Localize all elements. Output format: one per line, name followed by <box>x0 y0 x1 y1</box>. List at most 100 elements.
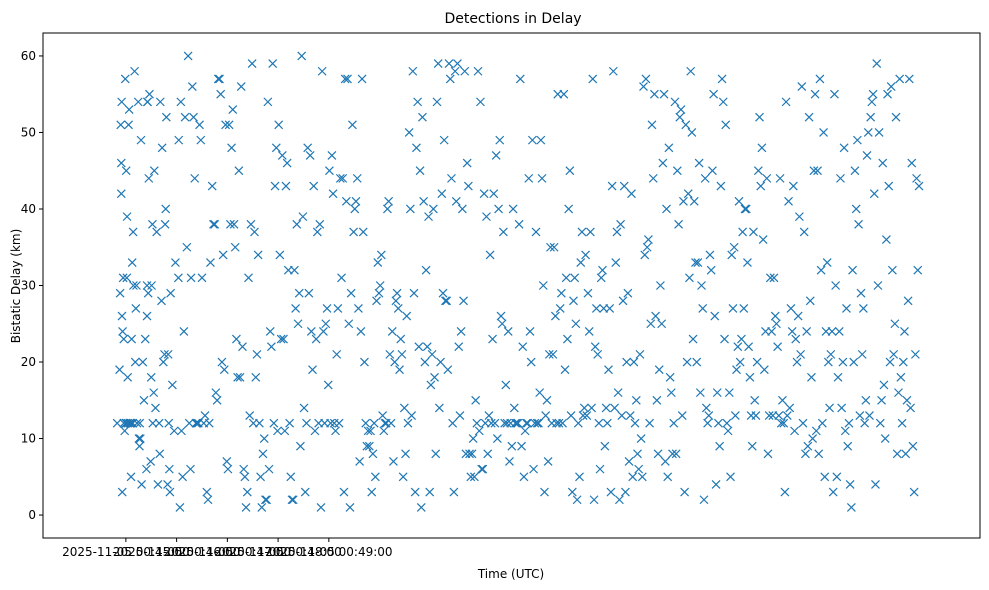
data-point <box>785 403 795 413</box>
data-point <box>756 181 766 191</box>
data-point <box>669 418 679 428</box>
data-point <box>147 281 157 290</box>
data-point <box>786 304 796 313</box>
data-point <box>260 495 270 505</box>
data-point <box>850 166 860 176</box>
data-point <box>460 66 470 76</box>
data-point <box>764 411 774 421</box>
data-point <box>191 418 201 428</box>
data-point <box>426 380 436 390</box>
data-point <box>303 143 313 153</box>
data-point <box>716 181 726 191</box>
data-point <box>332 349 342 359</box>
data-point <box>844 418 854 428</box>
data-point <box>883 89 892 99</box>
data-point <box>617 411 627 421</box>
data-point <box>838 357 848 367</box>
data-point <box>596 273 606 283</box>
data-point <box>903 296 913 306</box>
data-point <box>215 74 224 84</box>
plot-area <box>42 32 981 539</box>
data-point <box>183 51 193 61</box>
data-point <box>171 258 180 267</box>
data-point <box>639 82 648 91</box>
data-point <box>895 74 905 84</box>
data-point <box>712 388 722 398</box>
data-point <box>148 418 158 428</box>
data-point <box>269 418 279 428</box>
data-point <box>289 265 299 275</box>
data-point <box>421 265 431 275</box>
data-point <box>858 304 868 313</box>
data-point <box>389 457 398 466</box>
data-point <box>242 487 252 497</box>
data-point <box>463 181 473 191</box>
data-point <box>646 319 656 329</box>
data-point <box>186 273 196 283</box>
data-point <box>816 265 826 275</box>
data-point <box>550 311 560 321</box>
data-point <box>443 365 453 375</box>
data-point <box>482 212 491 222</box>
data-point <box>575 472 584 482</box>
data-point <box>866 112 876 122</box>
data-point <box>419 196 429 206</box>
data-point <box>732 365 741 375</box>
data-point <box>346 288 356 298</box>
data-point <box>305 150 315 160</box>
data-point <box>560 365 570 375</box>
data-point <box>611 258 621 267</box>
data-point <box>375 281 385 290</box>
data-point <box>820 472 830 482</box>
data-point <box>112 418 122 428</box>
data-point <box>311 334 321 344</box>
data-point <box>658 158 668 168</box>
data-point <box>620 487 630 497</box>
data-point <box>749 227 758 237</box>
data-point <box>590 342 600 352</box>
data-point <box>179 326 189 336</box>
data-point <box>306 326 316 336</box>
data-point <box>266 342 276 352</box>
data-point <box>483 449 493 459</box>
data-point <box>784 196 793 206</box>
data-point <box>233 372 243 382</box>
data-point <box>230 242 240 252</box>
data-point <box>875 418 885 428</box>
data-point <box>263 97 273 107</box>
y-tick-label: 30 <box>21 279 36 293</box>
data-point <box>250 227 259 237</box>
data-point <box>472 418 482 428</box>
data-point <box>558 418 568 428</box>
data-point <box>530 418 540 428</box>
data-point <box>512 418 522 428</box>
data-point <box>595 464 605 474</box>
data-point <box>641 74 651 84</box>
data-point <box>163 480 172 489</box>
data-point <box>608 66 618 76</box>
data-point <box>770 311 780 321</box>
data-point <box>753 166 763 176</box>
data-point <box>459 296 468 306</box>
data-point <box>321 319 331 329</box>
data-point <box>322 304 332 313</box>
data-point <box>711 480 721 489</box>
data-point <box>578 411 588 421</box>
data-point <box>383 204 392 214</box>
data-point <box>115 288 125 298</box>
data-point <box>323 380 333 390</box>
data-point <box>910 349 920 359</box>
data-point <box>477 464 487 474</box>
data-point <box>682 357 692 367</box>
data-point <box>879 380 889 390</box>
data-point <box>652 395 662 405</box>
data-point <box>139 395 149 405</box>
data-point <box>418 112 427 122</box>
data-point <box>151 403 160 413</box>
data-point <box>455 411 465 421</box>
data-point <box>441 296 450 306</box>
data-point <box>120 426 130 436</box>
data-point <box>728 304 738 313</box>
data-point <box>627 189 636 199</box>
data-point <box>239 464 249 474</box>
